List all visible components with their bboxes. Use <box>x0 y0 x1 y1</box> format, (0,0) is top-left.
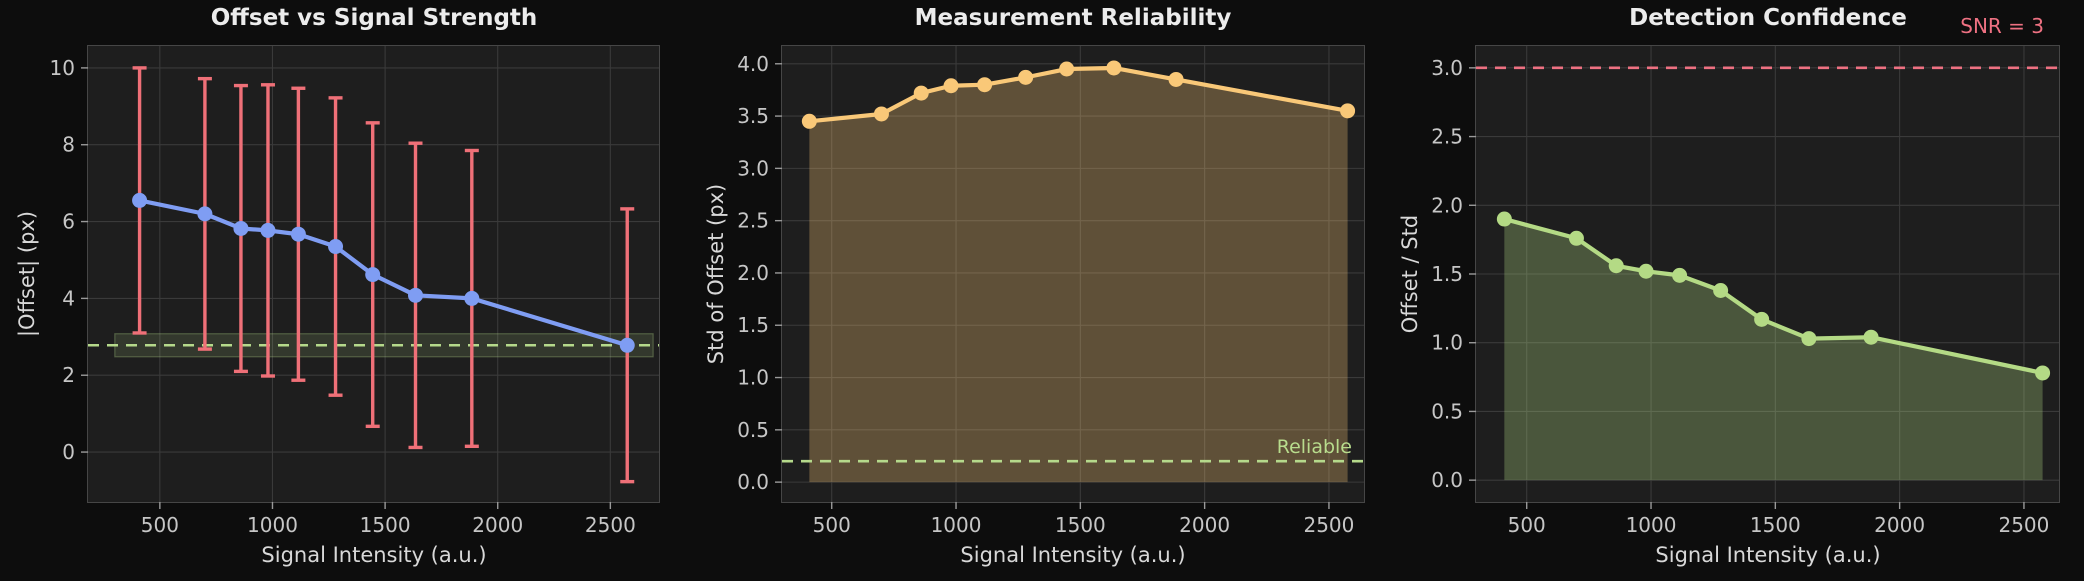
data-point-marker <box>1496 211 1512 227</box>
x-axis-tick-label: 500 <box>1508 513 1546 537</box>
data-line <box>807 65 1350 124</box>
y-axis-tick-label: 8 <box>62 133 75 157</box>
area-fill <box>1504 219 2043 481</box>
y-axis-tick-label: 0 <box>62 440 75 464</box>
x-axis-tick-label: 1000 <box>1626 513 1677 537</box>
chart2-plot: 500 1000 1500 2000 2500 0.0 0.5 1.0 1.5 2.0 2.5 3.0… <box>737 46 1364 537</box>
chart1-ylabel: |Offset| (px) <box>15 210 39 338</box>
data-point-marker <box>1672 267 1688 283</box>
x-axis-tick-label: 1000 <box>247 513 298 537</box>
data-point-marker <box>1059 61 1075 77</box>
data-point-marker <box>801 113 817 129</box>
x-axis-tick-label: 2500 <box>1303 513 1354 537</box>
data-point-marker <box>873 106 889 122</box>
y-axis-tick-label: 10 <box>50 56 75 80</box>
data-point-marker <box>464 290 480 306</box>
y-axis-tick-label: 1.5 <box>737 313 769 337</box>
data-point-marker <box>1638 263 1654 279</box>
data-point-marker <box>619 337 635 353</box>
y-axis-tick-label: 1.0 <box>1431 331 1463 355</box>
data-point-marker <box>328 239 344 255</box>
x-axis-tick-label: 2000 <box>1874 513 1925 537</box>
data-point-marker <box>913 85 929 101</box>
y-axis-tick-label: 2.0 <box>737 261 769 285</box>
y-axis-tick-label: 1.0 <box>737 366 769 390</box>
y-axis-tick-label: 2.5 <box>1431 125 1463 149</box>
data-point-marker <box>197 206 213 222</box>
chart2-ylabel: Std of Offset (px) <box>704 183 728 365</box>
chart1-plot: 500 1000 1500 2000 2500 0 2 4 6 8 10 <box>50 46 659 537</box>
chart2-title: Measurement Reliability <box>914 5 1232 31</box>
chart1-axes: 500 1000 1500 2000 2500 0 2 4 6 8 10 <box>50 45 660 537</box>
x-axis-tick-label: 1500 <box>1750 513 1801 537</box>
area-fill <box>809 67 1348 483</box>
y-axis-tick-label: 2.0 <box>1431 193 1463 217</box>
y-axis-tick-label: 2.5 <box>737 209 769 233</box>
y-axis-tick-label: 4 <box>62 286 75 310</box>
data-point-marker <box>1608 258 1624 274</box>
data-line <box>137 198 630 348</box>
chart2-axes: 500 1000 1500 2000 2500 0.0 0.5 1.0 1.5 2.0 2.5 3.0… <box>737 45 1365 537</box>
chart3-axes: 500 1000 1500 2000 2500 0.0 0.5 1.0 1.5 2.0 2.5 3.0 <box>1431 45 2060 537</box>
data-point-marker <box>1568 230 1584 246</box>
x-axis-tick-label: 500 <box>813 513 851 537</box>
data-point-marker <box>260 222 276 238</box>
data-point-marker <box>1713 282 1729 298</box>
x-axis-tick-label: 2000 <box>472 513 523 537</box>
data-point-marker <box>365 267 381 283</box>
chart1-title: Offset vs Signal Strength <box>210 5 538 31</box>
y-axis-tick-label: 3.5 <box>737 104 769 128</box>
x-axis-tick-label: 2500 <box>1998 513 2049 537</box>
chart1-xlabel: Signal Intensity (a.u.) <box>261 543 487 567</box>
x-axis-tick-label: 1500 <box>360 513 411 537</box>
y-axis-tick-label: 6 <box>62 210 75 234</box>
chart3-ylabel: Offset / Std <box>1398 214 1422 334</box>
y-axis-tick-label: 0.0 <box>737 470 769 494</box>
data-point-marker <box>943 78 959 94</box>
data-point-marker <box>290 226 306 242</box>
data-point-marker <box>1106 60 1122 76</box>
data-point-marker <box>1018 69 1034 85</box>
x-axis-tick-label: 1000 <box>931 513 982 537</box>
reliable-threshold-label: Reliable <box>1276 436 1352 458</box>
x-axis-tick-label: 2000 <box>1179 513 1230 537</box>
data-line <box>1502 216 2045 376</box>
data-point-marker <box>233 220 249 236</box>
chart2-xlabel: Signal Intensity (a.u.) <box>960 543 1186 567</box>
y-axis-tick-label: 0.5 <box>737 418 769 442</box>
chart3-xlabel: Signal Intensity (a.u.) <box>1655 543 1881 567</box>
chart3-title: Detection Confidence <box>1629 5 1907 31</box>
y-axis-tick-label: 1.5 <box>1431 262 1463 286</box>
data-point-marker <box>2035 365 2051 381</box>
data-point-marker <box>977 77 993 93</box>
y-axis-tick-label: 3.0 <box>737 156 769 180</box>
y-axis-tick-label: 3.0 <box>1431 56 1463 80</box>
data-point-marker <box>1340 103 1356 119</box>
data-point-marker <box>408 287 424 303</box>
chart3-plot: 500 1000 1500 2000 2500 0.0 0.5 1.0 1.5 2.0 2.5 3.0 <box>1431 46 2059 537</box>
data-point-marker <box>1863 329 1879 345</box>
y-axis-tick-label: 4.0 <box>737 52 769 76</box>
y-axis-tick-label: 2 <box>62 363 75 387</box>
y-axis-tick-label: 0.0 <box>1431 468 1463 492</box>
y-axis-tick-label: 0.5 <box>1431 399 1463 423</box>
x-axis-tick-label: 1500 <box>1055 513 1106 537</box>
data-point-marker <box>1168 71 1184 87</box>
snr-threshold-label: SNR = 3 <box>1960 14 2044 38</box>
data-point-marker <box>132 192 148 208</box>
data-point-marker <box>1754 311 1770 327</box>
data-point-marker <box>1801 331 1817 347</box>
x-axis-tick-label: 2500 <box>585 513 636 537</box>
x-axis-tick-label: 500 <box>141 513 179 537</box>
